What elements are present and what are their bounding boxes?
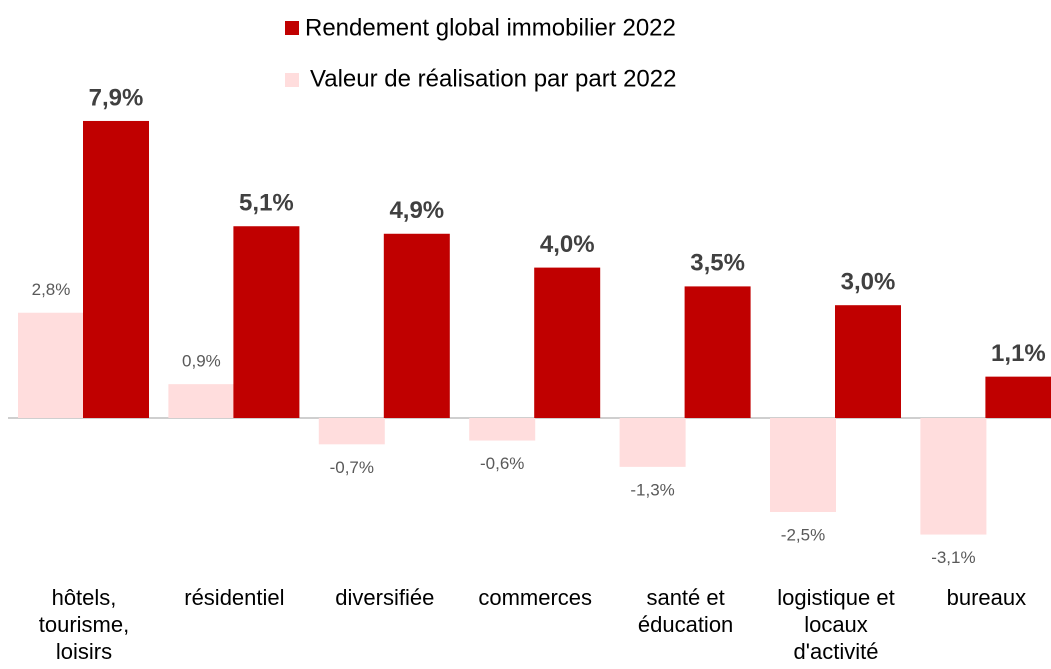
bar xyxy=(684,286,751,418)
x-tick-label: logistique et locaux d'activité xyxy=(777,585,895,664)
bar xyxy=(770,418,836,512)
data-label: -0,6% xyxy=(480,454,524,473)
x-tick-label: résidentiel xyxy=(184,585,285,610)
x-tick-label: bureaux xyxy=(946,585,1027,610)
legend-label: Valeur de réalisation par part 2022 xyxy=(310,65,676,92)
bar xyxy=(835,305,901,418)
bar xyxy=(383,233,450,418)
legend-swatch xyxy=(285,21,299,35)
x-tick-label: diversifiée xyxy=(335,585,435,610)
bar xyxy=(920,418,987,535)
bar xyxy=(985,376,1051,418)
data-label: 2,8% xyxy=(32,280,71,299)
bar xyxy=(534,267,601,418)
data-label: 3,5% xyxy=(690,250,745,277)
bar xyxy=(168,384,235,418)
data-label: 3,0% xyxy=(841,269,896,296)
data-label: -0,7% xyxy=(330,458,374,477)
bar xyxy=(83,120,149,419)
data-label: 1,1% xyxy=(991,340,1046,367)
bar xyxy=(233,226,300,418)
legend-swatch xyxy=(285,73,299,87)
data-label: 0,9% xyxy=(182,352,221,371)
legend-label: Rendement global immobilier 2022 xyxy=(305,14,676,41)
data-label: 5,1% xyxy=(239,190,294,217)
x-tick-label: commerces xyxy=(478,585,593,610)
x-tick-label: hôtels, tourisme, loisirs xyxy=(38,585,130,664)
bar xyxy=(18,312,84,418)
data-label: -1,3% xyxy=(630,480,674,499)
data-label: 4,0% xyxy=(540,231,595,258)
data-label: -3,1% xyxy=(931,548,975,567)
data-label: 7,9% xyxy=(89,84,144,111)
bar xyxy=(469,418,536,441)
data-label: 4,9% xyxy=(389,197,444,224)
data-label: -2,5% xyxy=(781,525,825,544)
bar xyxy=(318,418,385,445)
bar xyxy=(619,418,686,467)
x-tick-label: santé et éducation xyxy=(637,585,734,637)
